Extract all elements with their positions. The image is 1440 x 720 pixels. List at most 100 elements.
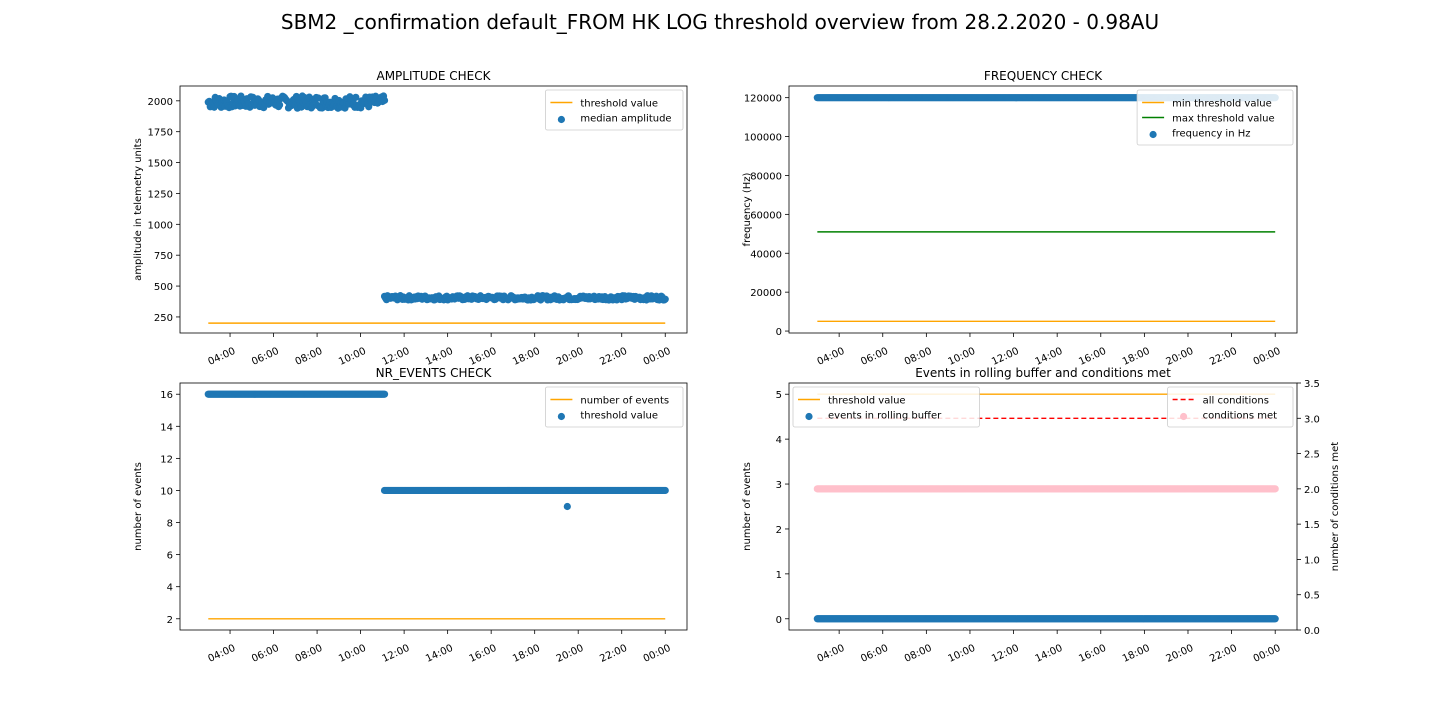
y-tick-label: 1750: [148, 128, 173, 139]
x-tick-label: 06:00: [859, 346, 890, 368]
legend-label: max threshold value: [1172, 114, 1275, 125]
y-tick-label-right: 1.0: [1304, 555, 1320, 566]
data-point: [661, 295, 669, 303]
legend-label: threshold value: [580, 99, 658, 110]
y-tick-label: 2: [167, 615, 173, 626]
y-tick-label: 6: [167, 551, 173, 562]
x-tick-label: 16:00: [1077, 346, 1108, 368]
series-scatter: [204, 390, 669, 511]
data-point: [1271, 615, 1279, 623]
data-point: [1271, 485, 1279, 493]
legend: all conditions conditions met: [1167, 386, 1294, 428]
plot-area: [204, 92, 669, 324]
y-tick-label-right: 2.5: [1304, 450, 1320, 461]
x-tick-label: 18:00: [511, 643, 542, 665]
y-tick-label: 8: [167, 519, 173, 530]
legend: number of events threshold value: [545, 386, 684, 428]
x-tick-label: 18:00: [1121, 643, 1152, 665]
data-point: [380, 390, 389, 398]
x-tick-label: 14:00: [1034, 643, 1065, 665]
x-tick-label: 22:00: [598, 346, 629, 368]
data-point: [563, 502, 571, 511]
series-scatter: [204, 92, 669, 304]
y-tick-label: 4: [776, 435, 782, 446]
x-tick-label: 20:00: [555, 346, 586, 368]
x-tick-label: 20:00: [1164, 346, 1195, 368]
legend: min threshold value max threshold value fr…: [1136, 89, 1294, 146]
x-tick-label: 14:00: [1034, 346, 1065, 368]
x-tick-label: 20:00: [555, 643, 586, 665]
legend-marker: [557, 115, 566, 124]
y-tick-label: 60000: [750, 210, 782, 221]
plot-area: [204, 390, 669, 620]
legend-box: [545, 89, 684, 131]
x-tick-label: 00:00: [642, 643, 673, 665]
y-tick-label: 10: [160, 486, 173, 497]
y-tick-label-right: 1.5: [1304, 520, 1320, 531]
y-tick-label: 3: [776, 480, 782, 491]
legend: threshold value median amplitude: [545, 89, 684, 131]
legend-label: threshold value: [828, 396, 906, 407]
x-tick-label: 22:00: [598, 643, 629, 665]
y-tick-label: 1000: [148, 220, 173, 231]
legend-label: number of events: [580, 396, 669, 407]
x-tick-label: 18:00: [511, 346, 542, 368]
legend-marker: [557, 412, 566, 421]
y-tick-label-right: 2.0: [1304, 485, 1320, 496]
y-tick-label: 14: [160, 422, 173, 433]
y-tick-label: 16: [160, 390, 173, 401]
legend-label: frequency in Hz: [1172, 129, 1250, 140]
y-axis-label: frequency (Hz): [742, 172, 753, 246]
data-point: [352, 93, 360, 101]
x-tick-label: 06:00: [859, 643, 890, 665]
x-tick-label: 22:00: [1208, 643, 1239, 665]
x-tick-label: 22:00: [1208, 346, 1239, 368]
series-scatter: [813, 485, 1279, 493]
y-tick-label: 1500: [148, 159, 173, 170]
data-point: [380, 96, 389, 104]
y-tick-label: 80000: [750, 171, 782, 182]
chart-amplitude: AMPLITUDE CHECK amplitude in telemetry un…: [133, 69, 688, 368]
legend-label: min threshold value: [1172, 99, 1272, 110]
y-tick-label: 2: [776, 525, 782, 536]
legend-label: all conditions: [1203, 396, 1269, 407]
x-tick-label: 00:00: [1252, 346, 1283, 368]
y-axis-label: number of events: [133, 462, 144, 551]
plot-frame: [788, 85, 1298, 334]
y-tick-label: 12: [160, 454, 173, 465]
x-tick-label: 14:00: [424, 643, 455, 665]
x-tick-label: 12:00: [990, 346, 1021, 368]
x-tick-label: 00:00: [642, 346, 673, 368]
plot-frame: [179, 85, 688, 334]
x-tick-label: 00:00: [1252, 643, 1283, 665]
legend-marker: [805, 412, 813, 421]
x-tick-label: 10:00: [946, 346, 977, 368]
x-tick-label: 04:00: [207, 346, 238, 368]
y-tick-label: 750: [154, 251, 173, 262]
legend: threshold value events in rolling buffer: [792, 386, 980, 428]
y-tick-label: 1: [776, 570, 782, 581]
legend-box: [792, 386, 980, 428]
y-tick-label: 2000: [148, 97, 173, 108]
legend-box: [1136, 89, 1294, 146]
x-tick-label: 14:00: [424, 346, 455, 368]
y-tick-label-right: 3.0: [1304, 414, 1320, 425]
data-point: [661, 486, 669, 495]
x-tick-label: 10:00: [337, 643, 368, 665]
y-axis-label: number of events: [742, 462, 753, 551]
y-tick-label: 1250: [148, 189, 173, 200]
chart-title: NR_EVENTS CHECK: [376, 366, 493, 380]
chart-title: FREQUENCY CHECK: [984, 69, 1103, 83]
x-tick-label: 16:00: [1077, 643, 1108, 665]
y-tick-label: 4: [167, 583, 173, 594]
y-axis-label-right: number of conditions met: [1330, 442, 1341, 572]
y-tick-label: 100000: [744, 133, 782, 144]
plot-frame: [788, 382, 1298, 631]
y-tick-label-right: 0.0: [1304, 626, 1320, 637]
chart-rolling_buffer: Events in rolling buffer and conditions …: [742, 366, 1341, 665]
x-tick-label: 06:00: [250, 643, 281, 665]
legend-marker: [1180, 412, 1188, 421]
y-tick-label-right: 0.5: [1304, 591, 1320, 602]
legend-label: conditions met: [1203, 411, 1278, 422]
